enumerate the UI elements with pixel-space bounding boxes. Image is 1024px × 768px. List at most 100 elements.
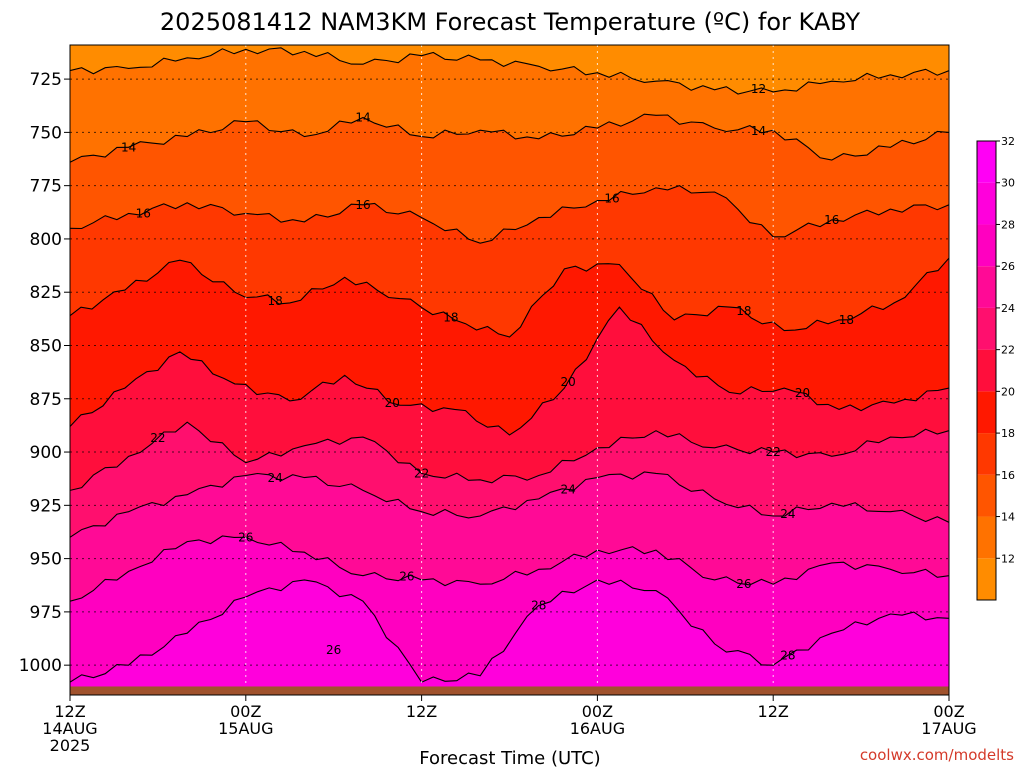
contour-label: 16: [355, 198, 370, 212]
contour-label: 22: [766, 445, 781, 459]
contour-label: 26: [736, 577, 751, 591]
colorbar-swatch: [977, 224, 996, 267]
colorbar-swatch: [977, 391, 996, 434]
colorbar-label: 28: [1001, 218, 1015, 231]
colorbar-label: 32: [1001, 135, 1015, 148]
x-tick-label: 00Z: [933, 702, 964, 721]
colorbar-swatch: [977, 474, 996, 517]
contour-label: 24: [560, 482, 575, 496]
colorbar-label: 14: [1001, 511, 1015, 524]
contour-label: 14: [751, 124, 766, 138]
contour-label: 20: [560, 375, 575, 389]
colorbar: 12 14 16 18 20 22 24 26 28 30 32: [976, 135, 1015, 601]
temperature-band: [70, 536, 949, 683]
contour-label: 16: [136, 206, 151, 220]
x-tick-label: 00Z: [230, 702, 261, 721]
x-tick-label: 16AUG: [570, 719, 625, 738]
contour-line: [70, 257, 949, 338]
temperature-band: [70, 258, 949, 435]
y-tick-label: 900: [30, 443, 62, 463]
y-tick-label: 1000: [19, 656, 62, 676]
colorbar-swatch: [977, 516, 996, 559]
colorbar-label: 26: [1001, 260, 1015, 273]
y-tick-label: 925: [30, 496, 62, 516]
contour-label: 18: [839, 313, 854, 327]
contour-label: 24: [780, 507, 795, 521]
colorbar-swatch: [977, 141, 996, 183]
contour-lines: [70, 47, 949, 683]
y-tick-label: 850: [30, 336, 62, 356]
temperature-band: [70, 47, 949, 163]
y-tick-label: 975: [30, 603, 62, 623]
colorbar-label: 30: [1001, 177, 1015, 190]
contour-label: 20: [385, 396, 400, 410]
contour-label: 22: [414, 466, 429, 480]
contour-line: [70, 471, 949, 538]
contour-label: 22: [150, 431, 165, 445]
colorbar-label: 20: [1001, 385, 1015, 398]
colorbar-label: 12: [1001, 552, 1015, 565]
chart-title: 2025081412 NAM3KM Forecast Temperature (…: [160, 8, 861, 36]
plot-area: [70, 45, 949, 695]
x-tick-label: 12Z: [758, 702, 789, 721]
contour-label: 18: [443, 310, 458, 324]
contour-label: 20: [795, 386, 810, 400]
contour-label: 28: [531, 598, 546, 612]
contour-label: 16: [824, 213, 839, 227]
y-tick-label: 725: [30, 70, 62, 90]
contour-line: [70, 421, 949, 491]
y-axis: 725 750 775 800 825 850 875 900 925 950 975 1000: [19, 70, 70, 676]
x-tick-label: 15AUG: [218, 719, 273, 738]
contour-label: 18: [736, 304, 751, 318]
contour-label: 24: [267, 471, 282, 485]
contour-line: [70, 579, 949, 683]
temperature-band: [70, 472, 949, 602]
colorbar-frame: [976, 140, 997, 601]
plot-frame: [69, 44, 950, 696]
contour-label: 26: [238, 530, 253, 544]
contour-labels: 12 14 14 14 16 16 16 16 18 18 18 18 20 20 20 22 22 22 24 24…: [121, 82, 854, 663]
colorbar-swatch: [977, 307, 996, 350]
colorbar-label: 24: [1001, 302, 1015, 315]
contour-line: [70, 184, 949, 244]
x-tick-label: 14AUG: [42, 719, 97, 738]
x-tick-label: 2025: [50, 736, 91, 755]
grid-lines: [70, 45, 949, 695]
x-tick-label: 17AUG: [921, 719, 976, 738]
contour-label: 26: [326, 643, 341, 657]
ground-surface: [70, 686, 949, 695]
colorbar-swatch: [977, 558, 996, 600]
contour-label: 12: [751, 82, 766, 96]
colorbar-swatch: [977, 182, 996, 225]
temperature-band: [70, 579, 949, 695]
contour-label: 14: [355, 110, 370, 124]
contour-label: 18: [267, 294, 282, 308]
contour-line: [70, 113, 949, 163]
contour-label: 26: [399, 570, 414, 584]
y-tick-label: 800: [30, 230, 62, 250]
contour-label: 16: [604, 191, 619, 205]
temperature-bands: [70, 45, 949, 695]
temperature-band: [70, 45, 949, 94]
colorbar-label: 22: [1001, 344, 1015, 357]
y-tick-label: 875: [30, 390, 62, 410]
temperature-band: [70, 114, 949, 244]
contour-line: [70, 306, 949, 436]
contour-label: 14: [121, 140, 136, 154]
x-tick-label: 12Z: [54, 702, 85, 721]
x-axis-title: Forecast Time (UTC): [419, 748, 600, 768]
colorbar-label: 18: [1001, 427, 1015, 440]
x-tick-label: 00Z: [582, 702, 613, 721]
colorbar-label: 16: [1001, 469, 1015, 482]
y-tick-label: 950: [30, 550, 62, 570]
colorbar-swatch: [977, 349, 996, 392]
colorbar-swatch: [977, 266, 996, 308]
contour-line: [70, 535, 949, 602]
colorbar-swatch: [977, 433, 996, 475]
y-tick-label: 825: [30, 283, 62, 303]
credit-text: coolwx.com/modelts: [860, 746, 1014, 764]
temperature-band: [70, 307, 949, 491]
x-tick-label: 12Z: [406, 702, 437, 721]
y-tick-label: 750: [30, 123, 62, 143]
